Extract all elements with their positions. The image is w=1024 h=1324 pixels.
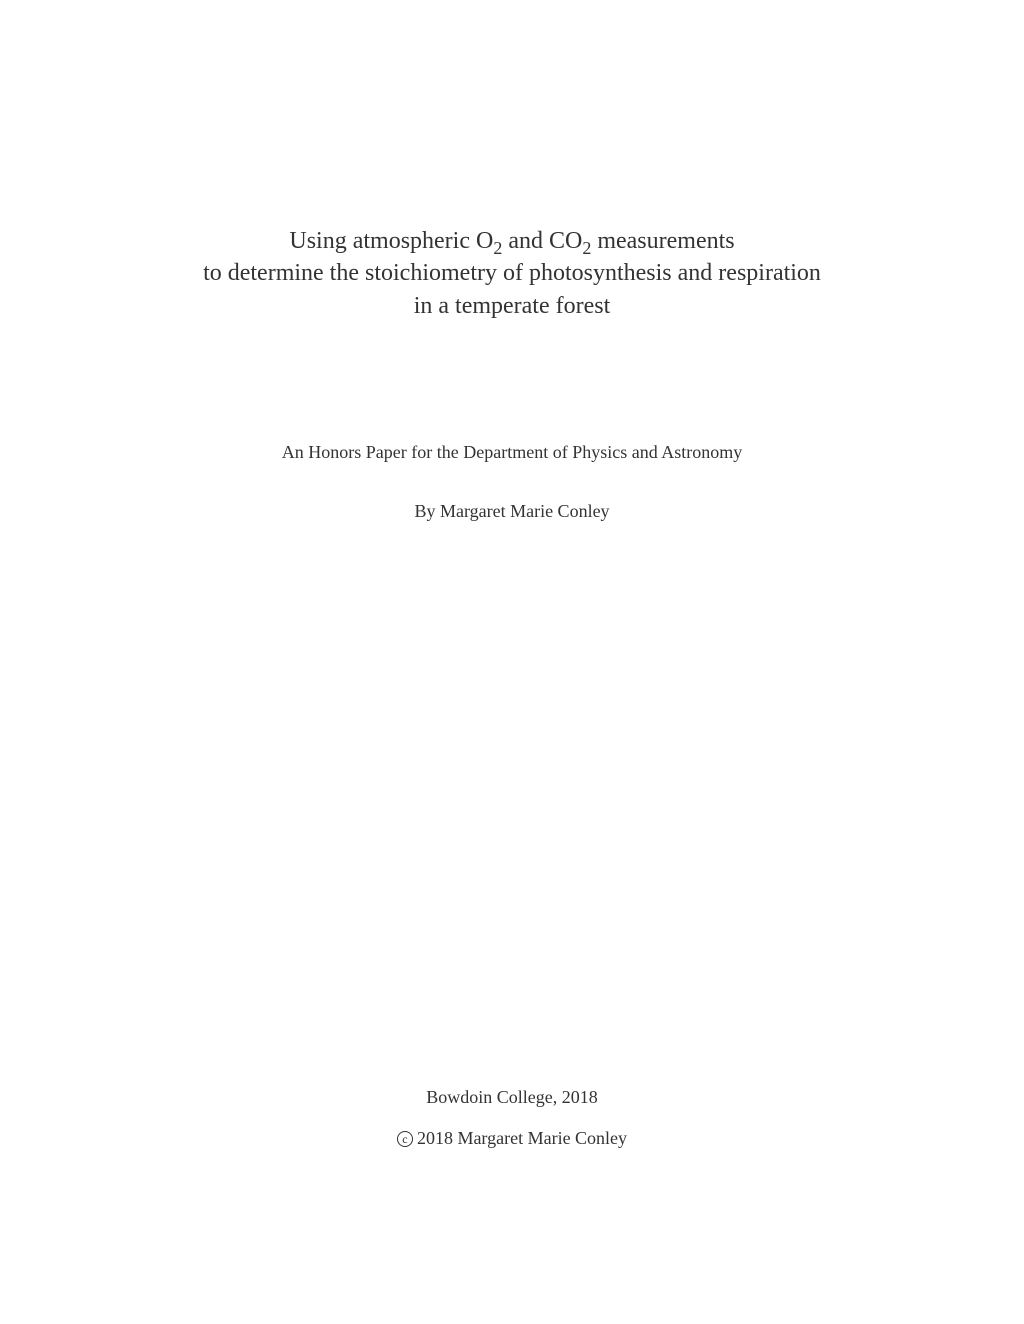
author-line: By Margaret Marie Conley [414, 501, 609, 522]
copyright-icon: c [397, 1131, 413, 1147]
title-line-3: in a temperate forest [203, 290, 821, 322]
footer: Bowdoin College, 2018 c2018 Margaret Mar… [0, 1087, 1024, 1149]
page: Using atmospheric O2 and CO2 measurement… [0, 0, 1024, 1324]
subscript: 2 [493, 238, 502, 258]
title-line-2: to determine the stoichiometry of photos… [203, 257, 821, 289]
title-text: measurements [591, 228, 734, 254]
subtitle: An Honors Paper for the Department of Ph… [282, 442, 742, 463]
subscript: 2 [582, 238, 591, 258]
title-line-1: Using atmospheric O2 and CO2 measurement… [203, 225, 821, 257]
paper-title: Using atmospheric O2 and CO2 measurement… [203, 225, 821, 322]
title-text: Using atmospheric O [289, 228, 493, 254]
copyright-line: c2018 Margaret Marie Conley [0, 1128, 1024, 1149]
institution-line: Bowdoin College, 2018 [0, 1087, 1024, 1108]
title-text: and CO [502, 228, 582, 254]
copyright-text: 2018 Margaret Marie Conley [417, 1128, 627, 1148]
